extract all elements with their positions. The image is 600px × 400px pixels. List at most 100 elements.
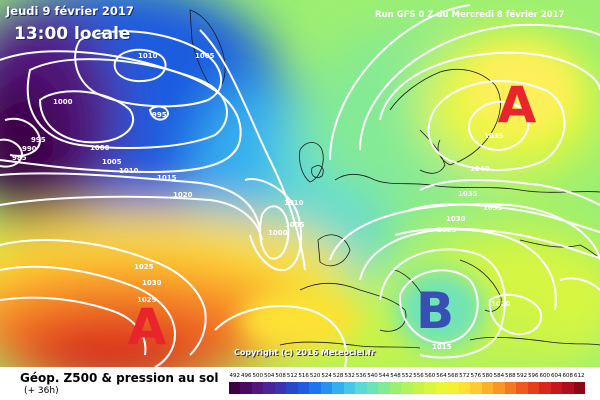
scale-tick-label: 604 [551,373,562,379]
scale-tick-label: 572 [459,373,470,379]
scale-tick-label: 544 [378,373,390,379]
scale-tick-label: 596 [528,373,539,379]
isobar-label: 1000 [268,229,288,237]
isobar-label: 1030 [142,279,162,287]
forecast-date: Jeudi 9 février 2017 [6,4,134,18]
z500-color-field [0,0,600,367]
scale-tick-label: 540 [367,373,378,379]
isobar-label: 1000 [53,98,73,106]
forecast-time: 13:00 locale [14,24,131,44]
scale-tick-label: 592 [516,373,528,379]
scale-swatch [251,382,264,394]
scale-tick-label: 564 [436,373,447,379]
scale-tick-label: 580 [482,373,493,379]
isobar-label: 1035 [483,204,503,212]
pressure-centers: A B A [128,76,537,356]
scale-swatch [366,382,379,394]
scale-tick-label: 588 [505,373,516,379]
scale-swatch [562,382,574,394]
isobar-label: 995 [31,136,46,144]
scale-tick-label: 520 [309,373,321,379]
scale-tick-label: 516 [298,373,309,379]
scale-swatch [504,382,517,394]
scale-swatch [493,382,506,394]
scale-tick-label: 504 [263,373,275,379]
high-pressure-marker: A [128,298,167,356]
scale-swatch [527,382,540,394]
isobar-label: 1015 [157,174,177,182]
color-scale: 492 496 500 504 508 512 516 520 524 528 532 536 540 5… [229,373,586,395]
scale-tick-label: 556 [413,373,424,379]
isobar-label: 985 [12,154,27,162]
isobar-label: 1020 [491,300,511,308]
legend-footer: Géop. Z500 & pression au sol (+ 36h) 492… [0,367,600,400]
scale-swatch [355,382,368,394]
scale-tick-label: 508 [275,373,286,379]
scale-tick-label: 512 [286,373,298,379]
scale-tick-label: 528 [332,373,344,379]
scale-swatch [481,382,494,394]
scale-swatch [539,382,552,394]
scale-swatch [389,382,402,394]
scale-swatch [447,382,460,394]
isobar-label: 1005 [102,158,122,166]
scale-swatch [470,382,483,394]
isobar-label: 1005 [285,221,305,229]
scale-tick-label: 532 [344,373,355,379]
scale-tick-label: 576 [470,373,482,379]
scale-swatch [412,382,425,394]
scale-tick-label: 560 [424,373,436,379]
isobar-label: 1010 [138,52,158,60]
copyright-notice: Copyright (c) 2016 Meteociel.fr [234,348,376,357]
isobar-label: 1035 [458,190,478,198]
isobar-label: 1025 [134,263,154,271]
isobar-label: 1015 [432,343,452,351]
isobar-label: 990 [22,145,37,153]
isobar-label: 1010 [119,167,139,175]
scale-swatch [286,382,299,394]
isobar-label: 995 [152,111,167,119]
scale-swatch [263,382,276,394]
geopotential-pressure-map: 1010 1005 995 1000 995 990 985 1000 1005… [0,0,600,367]
legend-subtitle: (+ 36h) [24,386,59,396]
scale-swatch [274,382,287,394]
scale-swatch [458,382,471,394]
scale-tick-label: 536 [355,373,367,379]
scale-swatch [229,382,241,394]
scale-swatch [343,382,356,394]
isobars [0,4,600,367]
isobar-label: 1010 [284,199,304,207]
scale-tick-label: 568 [447,373,459,379]
isobar-labels: 1010 1005 995 1000 995 990 985 1000 1005… [12,52,511,351]
scale-swatch [401,382,414,394]
model-run-info: Run GFS 0 Z du Mercredi 8 février 2017 [375,10,565,20]
scale-tick-label: 492 [229,373,240,379]
scale-swatch [297,382,310,394]
scale-swatch [424,382,437,394]
isobar-label: 1030 [446,215,466,223]
scale-swatch [320,382,333,394]
high-pressure-marker: A [498,76,537,134]
scale-tick-label: 584 [493,373,505,379]
scale-tick-label: 524 [321,373,332,379]
scale-tick-label: 500 [252,373,263,379]
isobar-label: 1000 [90,144,110,152]
isobar-label: 1025 [437,226,457,234]
scale-swatch [516,382,529,394]
scale-tick-label: 608 [562,373,574,379]
scale-tick-label: 496 [240,373,252,379]
scale-swatch [550,382,563,394]
scale-swatch [378,382,391,394]
isobar-label: 1020 [173,191,193,199]
scale-tick-label: 612 [574,373,585,379]
isobar-label: 1035 [484,132,504,140]
scale-swatch [240,382,253,394]
scale-tick-label: 600 [539,373,551,379]
legend-title: Géop. Z500 & pression au sol [20,371,219,385]
isobar-label: 1040 [470,165,490,173]
scale-swatch [435,382,448,394]
isobar-label: 1005 [195,52,215,60]
scale-swatch [332,382,345,394]
scale-swatch [309,382,322,394]
